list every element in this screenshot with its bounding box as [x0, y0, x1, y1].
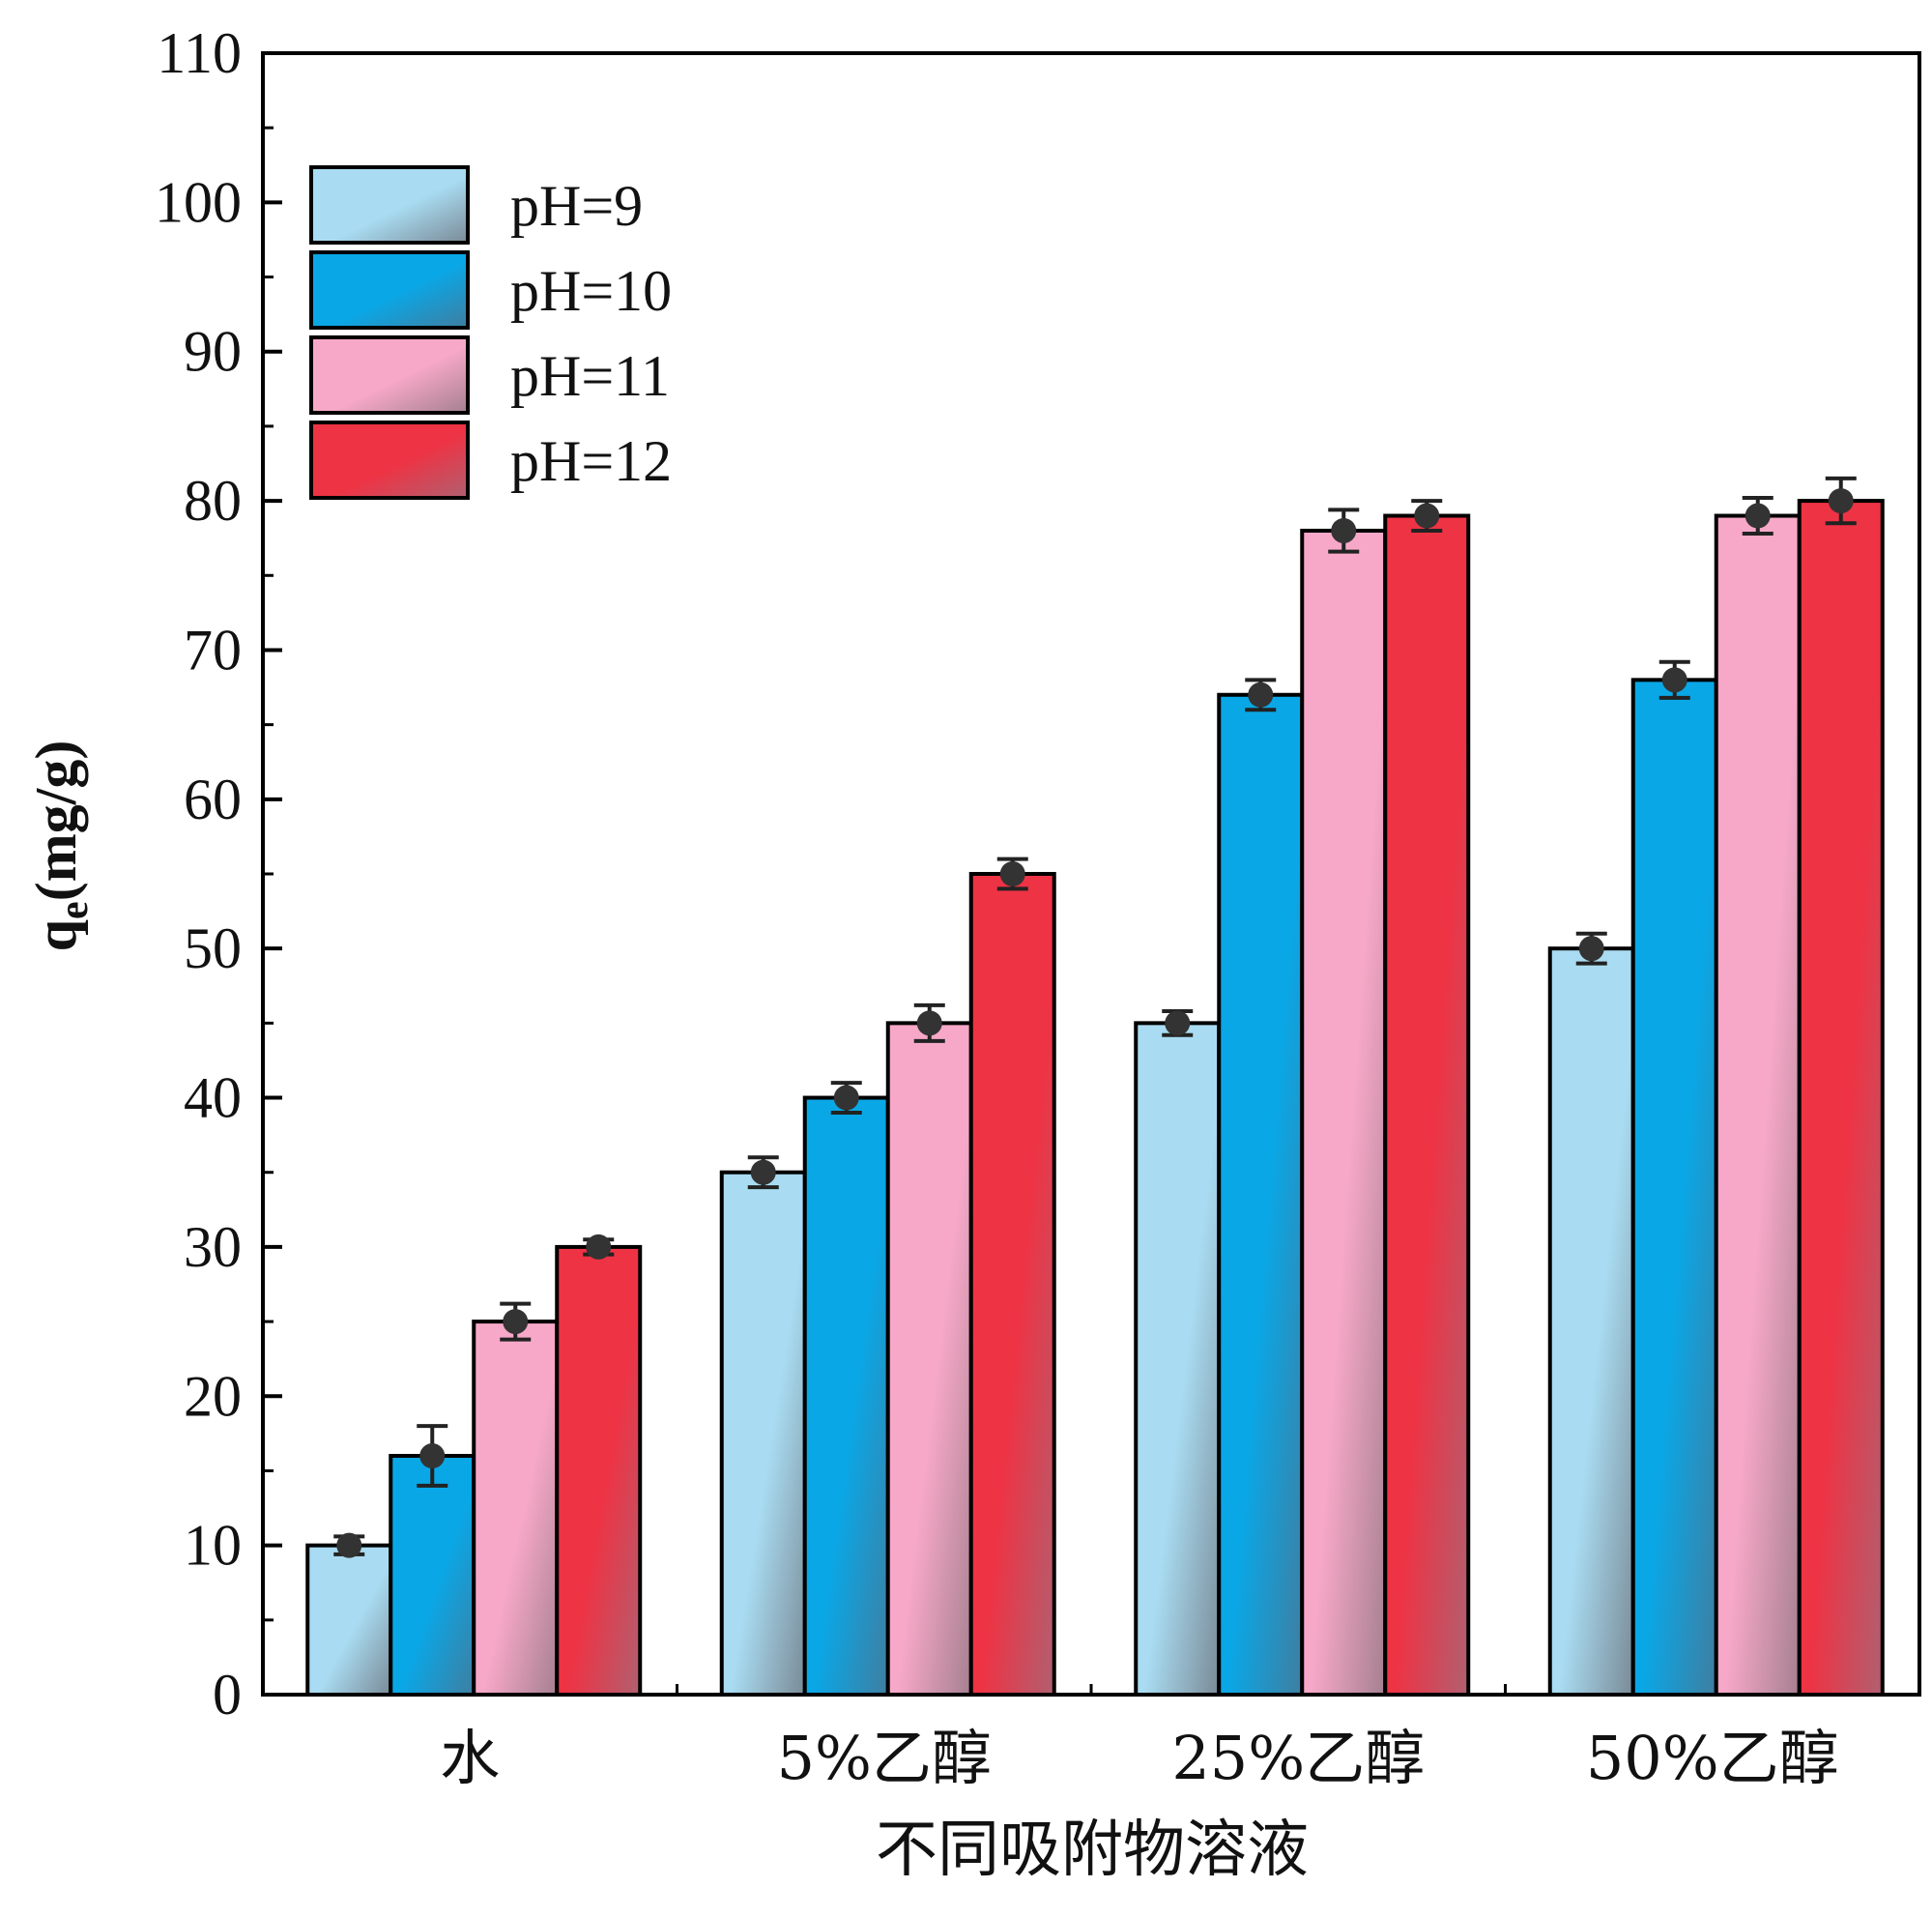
bar-pH10-cat1: [389, 1454, 476, 1697]
error-bar-pH10-cat2: [830, 1081, 862, 1115]
y-axis-title: qe(mg/g): [24, 740, 97, 952]
error-bar-pH12-cat3: [1411, 499, 1443, 533]
y-tick-label-30: 30: [184, 1215, 242, 1279]
y-axis-title-subscript: e: [52, 901, 97, 919]
bar-pH9-cat3: [1134, 1021, 1222, 1697]
ticks-layer: [263, 51, 1507, 1697]
error-bar-pH10-cat3: [1245, 678, 1277, 712]
y-axis-title-unit: (mg/g): [24, 740, 88, 902]
y-axis-title-main: q: [24, 919, 88, 951]
error-bar-pH10-cat4: [1658, 659, 1690, 700]
error-bar-pH11-cat3: [1328, 508, 1360, 554]
error-bar-pH12-cat4: [1825, 476, 1857, 526]
y-tick-label-100: 100: [155, 170, 242, 234]
bar-pH11-cat2: [885, 1021, 973, 1697]
bar-pH11-cat4: [1714, 513, 1802, 1698]
error-bar-pH9-cat3: [1162, 1009, 1194, 1037]
legend-swatch-pH10: [309, 250, 470, 330]
error-bar-pH9-cat1: [333, 1532, 365, 1558]
bar-pH12-cat1: [555, 1244, 643, 1697]
error-bars-layer: [333, 476, 1857, 1558]
legend-swatch-pH12: [309, 421, 470, 500]
y-tick-label-10: 10: [184, 1514, 242, 1578]
bar-pH11-cat3: [1300, 528, 1388, 1697]
error-bar-pH11-cat1: [500, 1301, 532, 1342]
y-tick-label-20: 20: [184, 1364, 242, 1428]
bar-pH10-cat2: [802, 1095, 890, 1697]
bar-pH12-cat3: [1383, 513, 1471, 1698]
y-tick-label-110: 110: [157, 21, 242, 85]
legend-swatch-pH11: [309, 335, 470, 415]
bar-pH12-cat4: [1797, 499, 1885, 1697]
bar-pH12-cat2: [968, 872, 1056, 1697]
error-bar-pH12-cat1: [583, 1234, 615, 1260]
x-tick-label-3: 25%乙醇: [1171, 1723, 1425, 1793]
legend: pH=9 pH=10 pH=11 pH=12: [309, 165, 672, 500]
tick-labels-layer: 水 5%乙醇 25%乙醇 50%乙醇 0 10 20 30 40 50 60 70 80 90 100 110: [155, 21, 1839, 1793]
error-bar-pH9-cat2: [747, 1155, 779, 1190]
bar-pH9-cat1: [305, 1543, 393, 1697]
y-tick-label-60: 60: [184, 768, 242, 831]
x-tick-label-2: 5%乙醇: [777, 1723, 992, 1793]
legend-swatch-pH9: [309, 165, 470, 245]
legend-label-pH12: pH=12: [510, 429, 672, 493]
error-bar-pH11-cat4: [1742, 496, 1773, 537]
legend-label-pH10: pH=10: [510, 259, 672, 323]
error-bar-pH9-cat4: [1575, 931, 1607, 966]
svg-text:qe(mg/g): qe(mg/g): [24, 740, 97, 952]
x-axis-title: 不同吸附物溶液: [876, 1814, 1309, 1886]
error-bar-pH12-cat2: [996, 856, 1028, 891]
bars-layer: [305, 499, 1885, 1698]
bar-pH9-cat2: [719, 1170, 807, 1697]
y-tick-label-80: 80: [184, 469, 242, 533]
bar-pH10-cat4: [1630, 678, 1718, 1697]
legend-label-pH11: pH=11: [510, 344, 670, 408]
y-tick-label-90: 90: [184, 320, 242, 384]
legend-label-pH9: pH=9: [510, 174, 643, 238]
y-tick-label-50: 50: [184, 916, 242, 980]
y-tick-label-70: 70: [184, 618, 242, 682]
error-bar-pH10-cat1: [417, 1424, 448, 1488]
bar-pH11-cat1: [472, 1320, 560, 1698]
bar-pH9-cat4: [1547, 946, 1635, 1697]
y-tick-label-0: 0: [213, 1663, 242, 1727]
x-tick-label-4: 50%乙醇: [1586, 1723, 1839, 1793]
bar-pH10-cat3: [1217, 692, 1305, 1697]
error-bar-pH11-cat2: [913, 1002, 945, 1043]
y-tick-label-40: 40: [184, 1066, 242, 1130]
x-tick-label-1: 水: [440, 1723, 500, 1793]
